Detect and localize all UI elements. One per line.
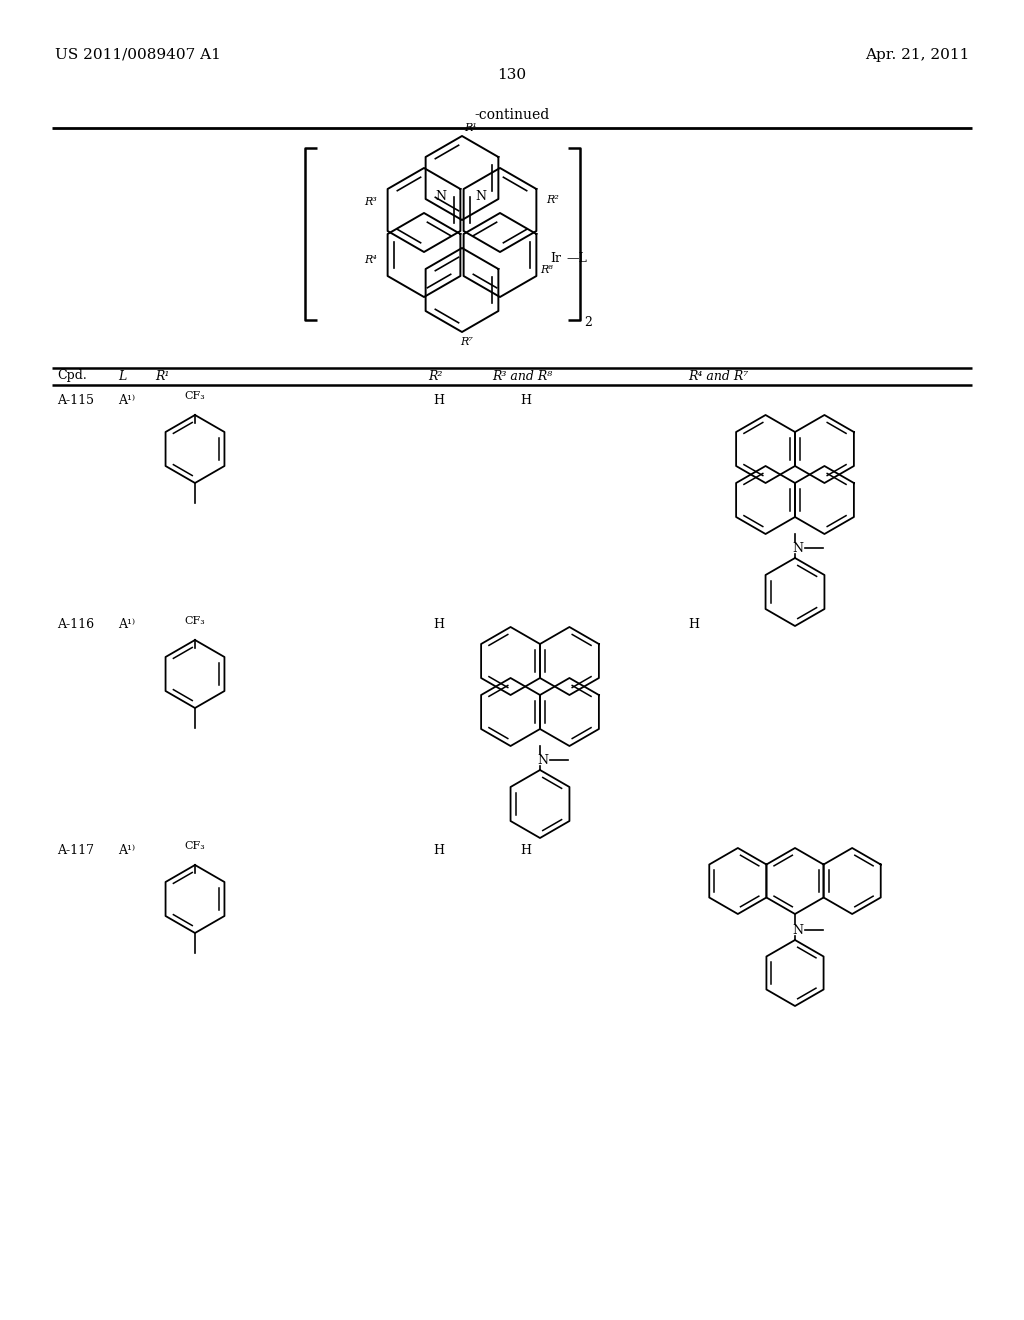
- Text: CF₃: CF₃: [184, 616, 206, 626]
- Text: —L: —L: [566, 252, 587, 264]
- Text: US 2011/0089407 A1: US 2011/0089407 A1: [55, 48, 221, 62]
- Text: R³: R³: [364, 197, 377, 207]
- Text: Apr. 21, 2011: Apr. 21, 2011: [864, 48, 969, 62]
- Text: Ir: Ir: [550, 252, 561, 264]
- Text: Cpd.: Cpd.: [57, 370, 87, 383]
- Text: R¹: R¹: [464, 123, 477, 133]
- Text: N: N: [792, 541, 803, 554]
- Text: H: H: [433, 619, 444, 631]
- Text: R¹: R¹: [155, 370, 169, 383]
- Text: CF₃: CF₃: [184, 391, 206, 401]
- Text: A-117: A-117: [57, 843, 94, 857]
- Text: L: L: [118, 370, 126, 383]
- Text: A-116: A-116: [57, 619, 94, 631]
- Text: N: N: [435, 190, 446, 202]
- Text: R²: R²: [428, 370, 442, 383]
- Text: CF₃: CF₃: [184, 841, 206, 851]
- Text: R⁴: R⁴: [364, 255, 377, 265]
- Text: 2: 2: [584, 315, 592, 329]
- Text: H: H: [520, 393, 531, 407]
- Text: A¹⁾: A¹⁾: [118, 393, 135, 407]
- Text: R⁸: R⁸: [540, 265, 553, 275]
- Text: H: H: [433, 843, 444, 857]
- Text: N: N: [792, 924, 803, 936]
- Text: R⁷: R⁷: [460, 337, 473, 347]
- Text: R²: R²: [546, 195, 559, 205]
- Text: R⁴ and R⁷: R⁴ and R⁷: [688, 370, 749, 383]
- Text: A¹⁾: A¹⁾: [118, 619, 135, 631]
- Text: H: H: [688, 619, 699, 631]
- Text: N: N: [475, 190, 486, 202]
- Text: R³ and R⁸: R³ and R⁸: [492, 370, 552, 383]
- Text: N: N: [537, 754, 548, 767]
- Text: A¹⁾: A¹⁾: [118, 843, 135, 857]
- Text: H: H: [520, 843, 531, 857]
- Text: H: H: [433, 393, 444, 407]
- Text: -continued: -continued: [474, 108, 550, 121]
- Text: A-115: A-115: [57, 393, 94, 407]
- Text: 130: 130: [498, 69, 526, 82]
